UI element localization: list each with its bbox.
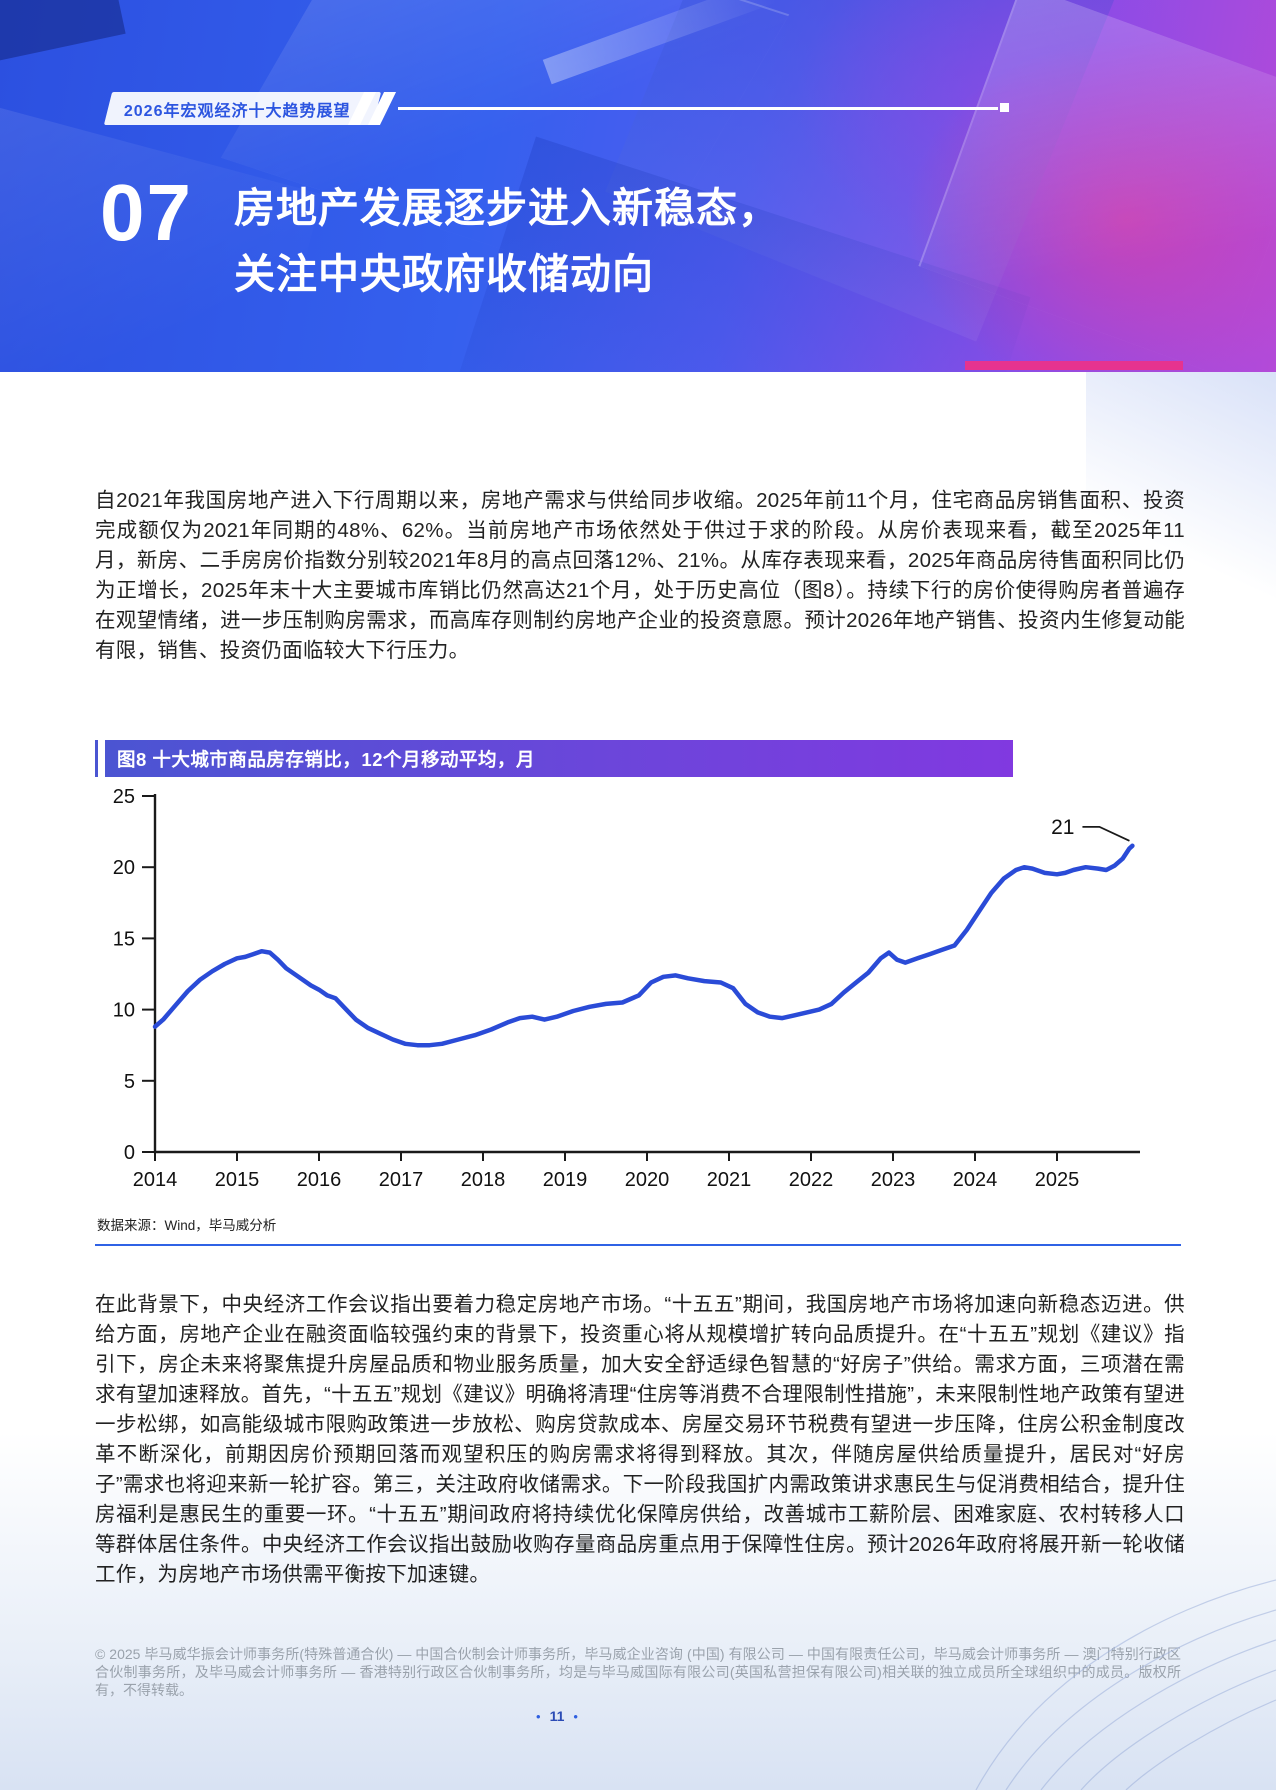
x-tick-label: 2022: [789, 1169, 834, 1191]
banner-decor-glow: [906, 40, 1276, 372]
banner: 2026年宏观经济十大趋势展望 07 房地产发展逐步进入新稳态， 关注中央政府收…: [0, 0, 1276, 372]
page-number-row: • 11 •: [95, 1708, 1019, 1724]
figure-accent-bar: [98, 740, 105, 777]
x-tick-label: 2019: [543, 1169, 588, 1191]
header-rule-line: [398, 107, 998, 110]
pager-dot-right: •: [573, 1709, 578, 1724]
page-title-line1: 房地产发展逐步进入新稳态，: [234, 185, 780, 231]
pink-accent-bar: [965, 361, 1183, 370]
figure-title: 图8 十大城市商品房存销比，12个月移动平均，月: [117, 748, 536, 770]
annotation-label: 21: [1051, 816, 1074, 839]
banner-decor-shape: [0, 0, 126, 65]
copyright-notice: © 2025 毕马威华振会计师事务所(特殊普通合伙) — 中国合伙制会计师事务所…: [95, 1646, 1181, 1698]
x-tick-label: 2020: [625, 1169, 670, 1191]
data-line: [152, 843, 1135, 1048]
x-tick-label: 2017: [379, 1169, 424, 1191]
figure-title-bar: 图8 十大城市商品房存销比，12个月移动平均，月: [95, 740, 1013, 777]
y-tick-label: 0: [124, 1142, 135, 1164]
page-title: 房地产发展逐步进入新稳态， 关注中央政府收储动向: [234, 175, 780, 307]
x-tick-label: 2015: [215, 1169, 260, 1191]
y-tick-label: 20: [113, 857, 135, 879]
x-tick-label: 2016: [297, 1169, 342, 1191]
report-series-badge: 2026年宏观经济十大趋势展望: [103, 92, 381, 125]
annotation-callout-line: [1082, 825, 1130, 842]
intro-paragraph: 自2021年我国房地产进入下行周期以来，房地产需求与供给同步收缩。2025年前1…: [95, 489, 1185, 662]
page-number: 11: [549, 1708, 565, 1724]
y-tick-label: 5: [124, 1071, 135, 1093]
chart-axes: [153, 794, 1140, 1154]
x-tick-label: 2021: [707, 1169, 752, 1191]
pager-dot-left: •: [536, 1709, 541, 1724]
report-series-title: 2026年宏观经济十大趋势展望: [124, 102, 351, 120]
corner-arc-decor: [975, 1579, 1276, 1790]
analysis-paragraph: 在此背景下，中央经济工作会议指出要着力稳定房地产市场。“十五五”期间，我国房地产…: [95, 1293, 1185, 1586]
inventory-ratio-line-chart: 0 5 10 15 20 25 2014 2015 2016 2017 2018 2019 2020 20…: [95, 782, 1145, 1207]
header-rule-end-square: [1000, 103, 1009, 112]
x-tick-label: 2025: [1035, 1169, 1080, 1191]
x-tick-label: 2023: [871, 1169, 916, 1191]
y-tick-label: 15: [113, 928, 135, 950]
y-tick-label: 25: [113, 786, 135, 808]
page-title-line2: 关注中央政府收储动向: [234, 251, 654, 297]
x-tick-label: 2024: [953, 1169, 998, 1191]
data-source-note: 数据来源：Wind，毕马威分析: [97, 1218, 277, 1233]
section-number: 07: [100, 168, 193, 257]
x-tick-label: 2014: [133, 1169, 178, 1191]
section-divider-line: [95, 1244, 1181, 1246]
y-tick-label: 10: [113, 1000, 135, 1022]
x-tick-label: 2018: [461, 1169, 506, 1191]
right-edge-wash-decor: [1086, 372, 1276, 652]
